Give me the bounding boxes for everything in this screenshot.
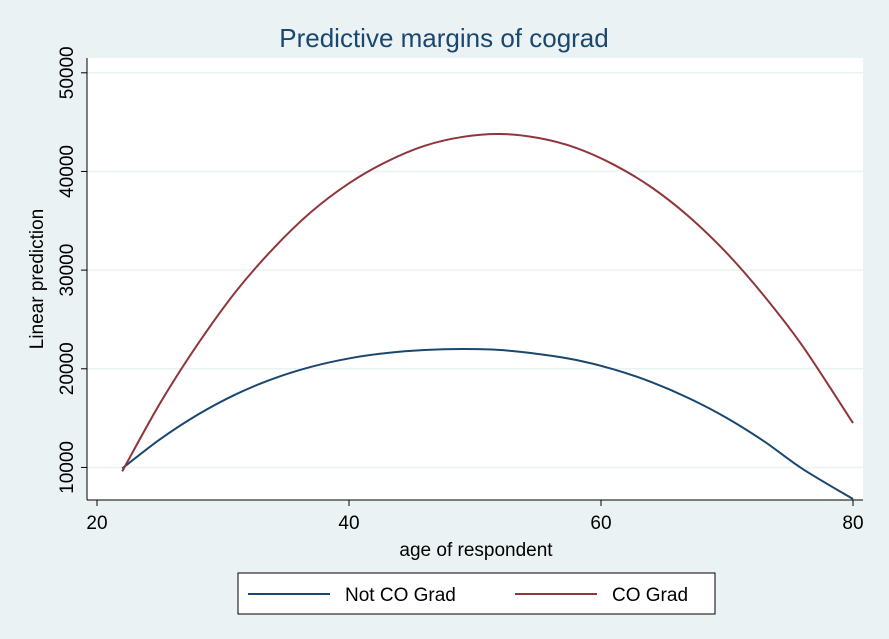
y-tick-label-10000: 10000 [57,441,78,494]
x-tick-label-20: 20 [86,513,107,534]
y-tick-label-30000: 30000 [57,244,78,297]
series-line-co-grad [121,132,854,472]
series-line-not-co-grad [121,348,854,500]
y-tick-label-20000: 20000 [57,342,78,395]
gridlines [87,72,863,469]
y-tick-label-50000: 50000 [57,46,78,99]
x-axis-title: age of respondent [399,540,553,561]
x-tick-label-80: 80 [842,513,863,534]
plot-area [87,58,863,500]
y-axis-title: Linear prediction [27,209,48,349]
legend-box [237,572,716,615]
legend-label-not-co-grad: Not CO Grad [345,585,456,606]
legend: Not CO Grad CO Grad [237,572,716,615]
y-tick-label-40000: 40000 [57,145,78,198]
chart-title: Predictive margins of cograd [279,23,608,53]
y-axis-ticks: 10000 20000 30000 40000 50000 [57,46,87,494]
legend-label-co-grad: CO Grad [612,585,688,606]
x-tick-label-60: 60 [590,513,611,534]
x-tick-label-40: 40 [338,513,359,534]
x-axis-ticks: 20 40 60 80 [86,500,864,534]
series-lines [121,132,854,500]
